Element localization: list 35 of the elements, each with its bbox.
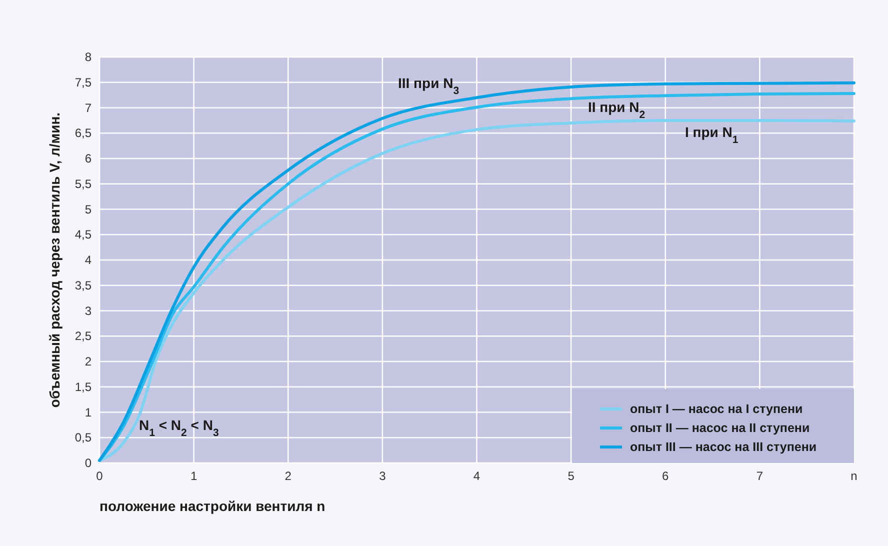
legend-label: опыт I — насос на I ступени <box>630 402 803 416</box>
y-tick-label: 5,5 <box>74 176 92 191</box>
y-tick-label: 3 <box>84 304 92 318</box>
legend-label: опыт II — насос на II ступени <box>630 421 810 435</box>
y-tick-label: 2,5 <box>74 329 92 344</box>
x-tick-label: 7 <box>756 469 764 483</box>
y-tick-label: 1,5 <box>74 380 92 394</box>
annotation: II при N$_{2}$ <box>588 99 646 121</box>
annotation: N$_{1}$ < N$_{2}$ < N$_{3}$ <box>139 417 219 439</box>
annotation: III при N$_{3}$ <box>398 75 460 97</box>
y-tick-label: 3,5 <box>74 278 92 292</box>
x-tick-label: 6 <box>662 469 670 483</box>
y-tick-label: 4,5 <box>74 228 92 242</box>
x-tick-label: 4 <box>473 469 480 483</box>
y-tick-label: 6,5 <box>74 126 92 140</box>
y-tick-label: 4 <box>84 253 92 267</box>
x-tick-label: 1 <box>190 469 198 483</box>
y-tick-label: 8 <box>84 50 92 64</box>
y-axis-title: объемный расход через вентиль V, л/мин. <box>46 112 62 408</box>
y-tick-label: 7 <box>84 100 92 115</box>
annotation: I при N$_{1}$ <box>685 124 738 146</box>
legend-label: опыт III — насос на III ступени <box>630 440 817 454</box>
x-axis-title: положение настройки вентиля n <box>100 498 326 514</box>
y-tick-label: 5 <box>84 202 92 216</box>
x-tick-label: 5 <box>568 469 575 483</box>
x-tick-label: 3 <box>379 469 386 483</box>
y-tick-label: 0,5 <box>74 430 92 445</box>
x-tick-label: n <box>850 469 858 483</box>
y-tick-label: 2 <box>84 354 92 368</box>
y-tick-label: 7,5 <box>74 75 92 90</box>
x-tick-label: 0 <box>96 469 104 483</box>
y-tick-label: 6 <box>84 152 92 166</box>
x-tick-label: 2 <box>284 469 292 483</box>
y-tick-label: 0 <box>84 456 92 470</box>
y-tick-label: 1 <box>84 405 92 420</box>
